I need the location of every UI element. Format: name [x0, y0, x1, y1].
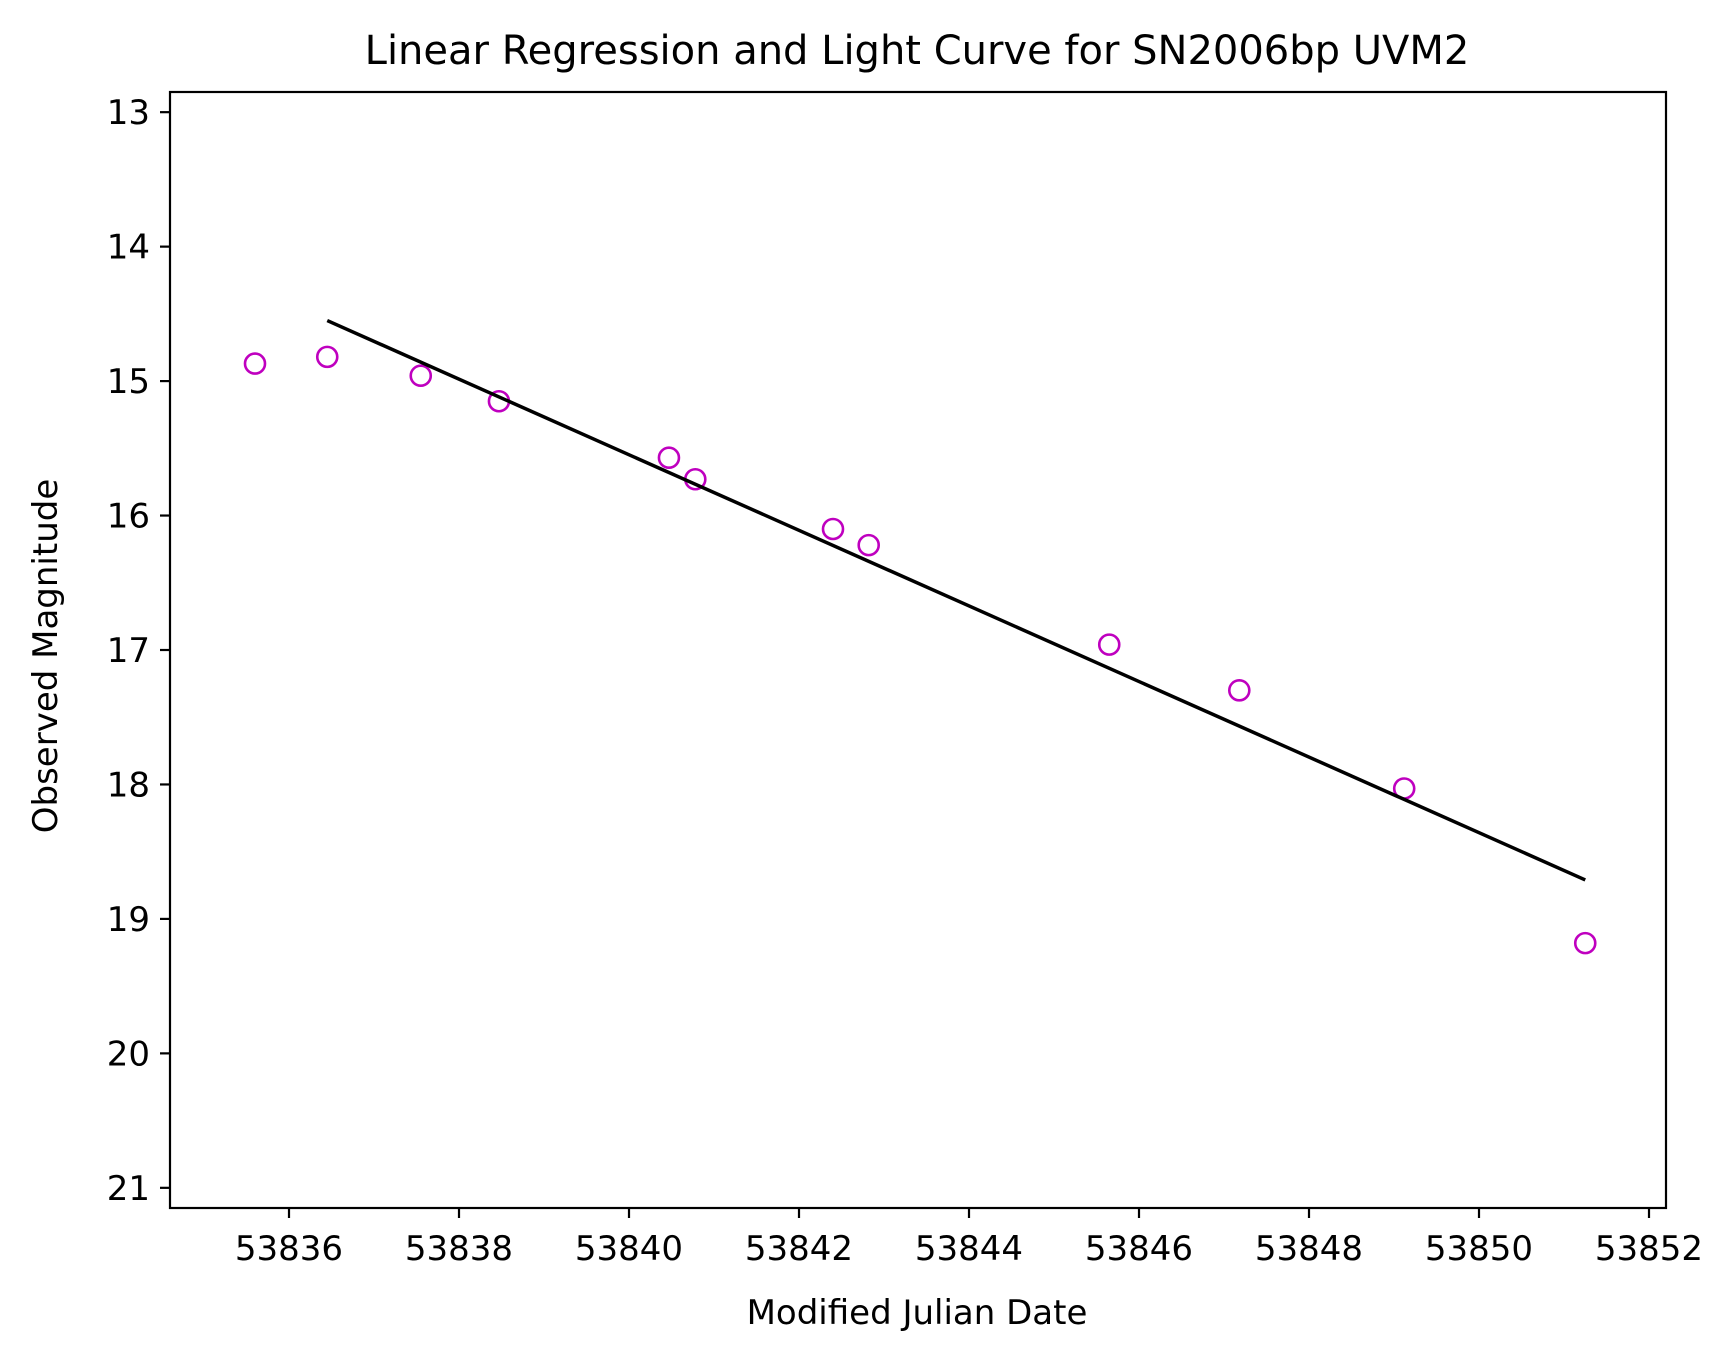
y-tick-label: 21 — [107, 1169, 150, 1209]
x-axis-ticks: 53836 53838 53840 53842 53844 53846 53848 53850… — [235, 1208, 1703, 1269]
x-tick-label: 53846 — [1085, 1229, 1193, 1269]
data-point — [857, 533, 881, 557]
x-tick-label: 53850 — [1425, 1229, 1533, 1269]
data-point — [1228, 679, 1251, 702]
x-axis-label: Modified Julian Date — [747, 1293, 1088, 1333]
y-tick-label: 16 — [107, 497, 150, 537]
y-tick-label: 18 — [107, 765, 150, 805]
x-tick-label: 53852 — [1595, 1229, 1703, 1269]
y-tick-label: 17 — [107, 631, 150, 671]
y-axis-label: Observed Magnitude — [26, 479, 66, 834]
data-point — [409, 364, 433, 388]
x-tick-label: 53844 — [915, 1229, 1023, 1269]
y-tick-label: 15 — [107, 362, 150, 402]
regression-line — [326, 318, 1586, 882]
y-tick-label: 19 — [107, 900, 150, 940]
y-tick-label: 20 — [107, 1034, 150, 1074]
data-point — [1097, 633, 1121, 656]
x-tick-label: 53840 — [575, 1229, 683, 1269]
chart-title: Linear Regression and Light Curve for SN… — [365, 28, 1470, 74]
x-tick-label: 53838 — [405, 1229, 513, 1269]
x-tick-label: 53842 — [745, 1229, 853, 1269]
y-tick-label: 13 — [107, 93, 150, 133]
data-point — [821, 517, 845, 541]
x-tick-label: 53836 — [235, 1229, 343, 1269]
plot-series — [243, 318, 1597, 955]
data-point — [315, 345, 339, 369]
data-point — [243, 352, 267, 375]
y-axis-ticks: 13 14 15 16 17 18 19 20 21 — [107, 93, 170, 1209]
data-point — [657, 446, 681, 470]
plot-frame — [168, 90, 1668, 1210]
x-tick-label: 53848 — [1255, 1229, 1363, 1269]
data-point — [1573, 931, 1597, 955]
y-tick-label: 14 — [107, 228, 150, 268]
